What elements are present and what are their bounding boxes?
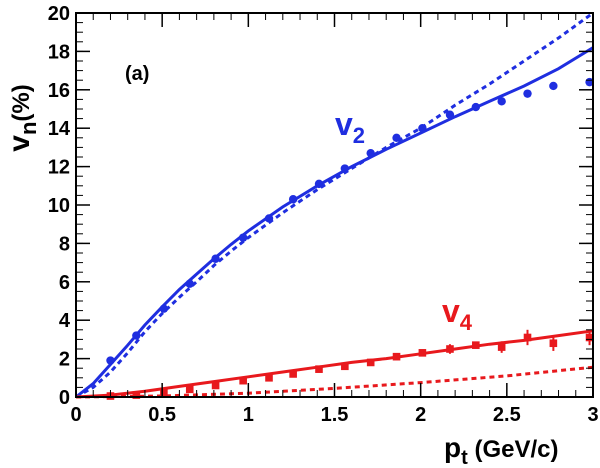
x-tick-label: 2 [415,404,426,426]
data-point-v4 [523,333,532,342]
y-tick-label: 4 [59,310,71,332]
data-point-v2 [159,304,169,313]
y-axis-title-rest: (%) [8,84,35,121]
data-point-v2 [238,233,248,242]
y-axis-title-sub: n [16,122,41,135]
data-point-v2 [392,133,401,142]
data-point-v4 [265,374,273,382]
x-tick-label: 1.5 [321,404,349,426]
x-tick-label: 2.5 [493,404,521,426]
y-tick-label: 8 [59,233,70,255]
data-point-v4 [160,389,168,397]
y-tick-label: 12 [48,157,70,179]
series-label-v2: v2 [335,106,365,148]
y-tick-label: 6 [59,272,70,294]
y-tick-label: 20 [48,3,70,25]
panel-label: (a) [125,63,149,85]
x-tick-label: 1 [243,404,254,426]
plot-area [75,11,594,400]
data-point-v4 [392,352,401,361]
data-point-v2 [185,279,194,288]
y-axis-title: vn(%) [3,84,41,151]
data-point-v2 [471,102,481,112]
data-point-v2 [523,89,532,98]
y-tick-label: 10 [48,195,70,217]
data-point-v4 [472,341,480,349]
curve-dashed-v2 [75,11,594,399]
data-point-v4 [211,381,220,390]
data-point-v4 [585,333,594,342]
data-point-v2 [549,81,558,91]
x-tick-label: 0.5 [148,404,176,426]
data-point-v4 [418,349,427,357]
data-point-v2 [497,97,506,106]
plot-frame [75,12,594,398]
data-point-v4 [315,365,323,373]
x-axis-title-rest: (GeV/c) [468,436,559,463]
series-label-v2-main: v [335,106,353,142]
data-point-v2 [211,254,220,263]
series-label-v4-main: v [442,293,460,329]
x-tick-label: 3 [587,404,598,426]
x-tick-label: 0 [70,404,81,426]
series-label-v2-sub: 2 [353,123,365,148]
series-label-v4-sub: 4 [460,310,473,335]
data-point-v2 [264,214,274,223]
x-axis-title-main: p [444,432,461,463]
data-point-v2 [418,124,427,133]
y-tick-label: 2 [59,349,70,371]
y-axis-title-main: v [3,135,36,152]
data-point-v4 [446,345,454,353]
data-point-v2 [132,331,141,340]
data-point-v2 [366,148,375,158]
x-axis-title: pt (GeV/c) [444,432,558,468]
data-point-v4 [185,385,194,394]
data-point-v2 [445,110,455,119]
data-point-v4 [239,376,247,385]
data-point-v2 [288,195,298,204]
data-point-v2 [340,164,350,173]
y-tick-label: 18 [48,41,70,63]
axes: 0 0.5 1 1.5 2 2.5 3 0 2 4 6 8 10 12 14 16 18 20 [48,3,599,426]
y-tick-label: 16 [48,80,70,102]
data-point-v4 [366,358,375,367]
y-tick-label: 0 [59,387,70,409]
data-point-v2 [106,356,115,365]
curve-solid-v2 [75,46,594,399]
data-point-v4 [289,370,297,378]
data-point-v4 [132,391,141,399]
data-point-v4 [549,339,558,348]
x-axis-title-sub: t [461,447,468,468]
data-point-v4 [497,343,506,351]
data-point-v4 [341,362,349,371]
series-label-v4: v4 [442,293,473,335]
data-point-v2 [314,179,324,189]
y-tick-label: 14 [48,118,71,140]
